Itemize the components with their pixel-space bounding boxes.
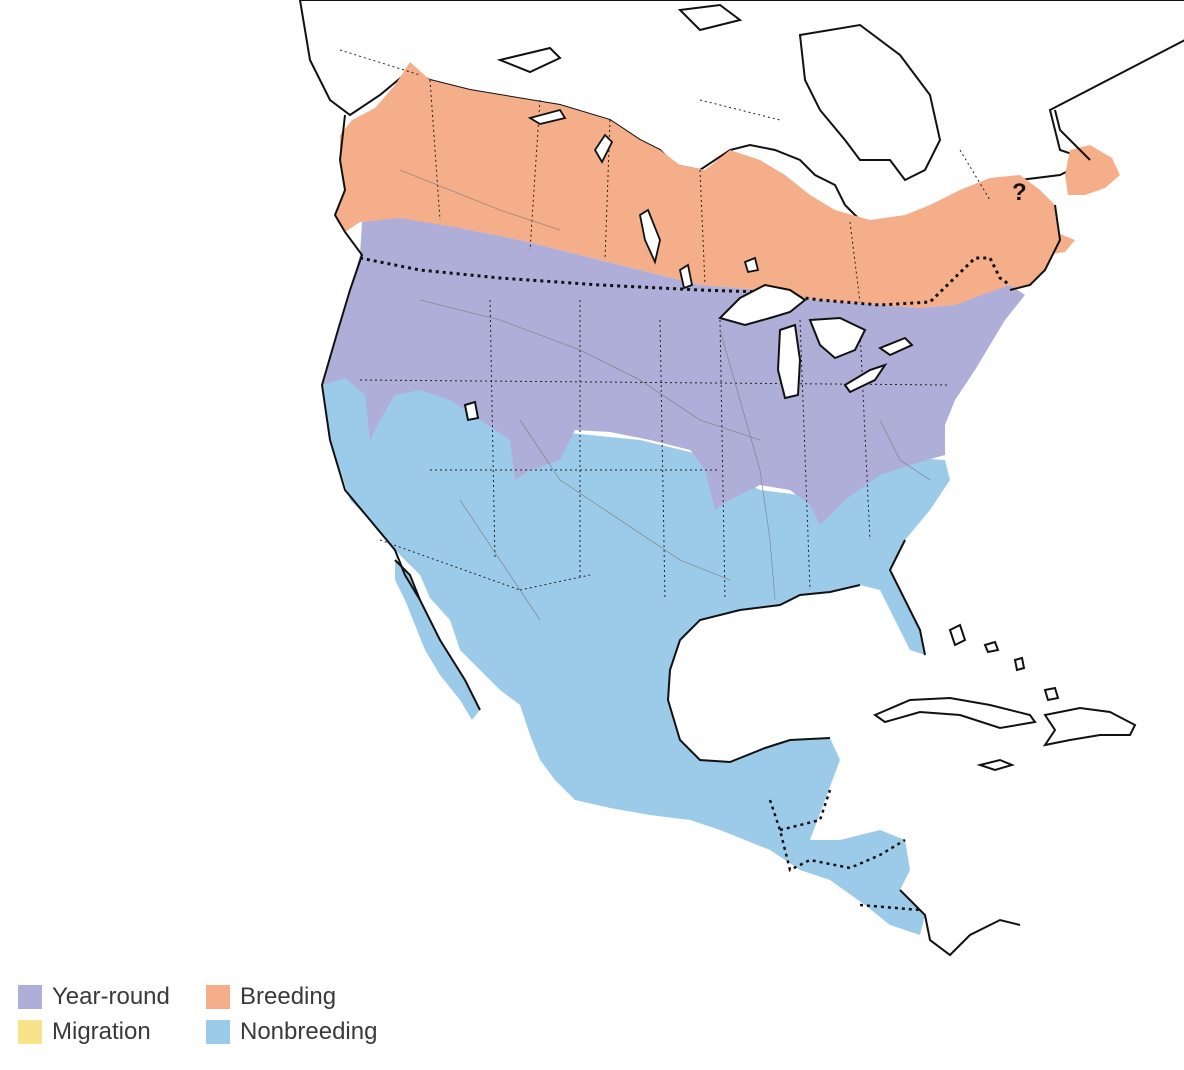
range-map: ? bbox=[298, 0, 1184, 957]
nonbreeding-range bbox=[322, 372, 950, 935]
cuba bbox=[872, 696, 1037, 730]
nova-scotia-breeding bbox=[1030, 232, 1075, 255]
year-round-range bbox=[322, 218, 1025, 525]
breeding-swatch bbox=[206, 985, 230, 1009]
legend-label: Migration bbox=[52, 1018, 151, 1045]
year-round-swatch bbox=[18, 985, 42, 1009]
hispaniola bbox=[1042, 706, 1137, 747]
lake-ontario bbox=[877, 336, 914, 357]
newfoundland-breeding bbox=[1065, 145, 1120, 195]
legend-label: Nonbreeding bbox=[240, 1018, 378, 1045]
lake-superior bbox=[718, 283, 807, 327]
legend-item-year-round: Year-round bbox=[18, 982, 170, 1012]
jamaica bbox=[976, 758, 1015, 772]
central-america-borders bbox=[768, 789, 921, 912]
lake-huron bbox=[808, 316, 867, 360]
legend-label: Year-round bbox=[52, 983, 170, 1010]
lake-michigan bbox=[776, 323, 802, 400]
nonbreeding-swatch bbox=[206, 1020, 230, 1044]
great-lakes bbox=[463, 283, 914, 422]
lake-erie bbox=[843, 363, 888, 394]
legend-item-nonbreeding: Nonbreeding bbox=[206, 1017, 377, 1047]
map-legend: Year-round Breeding Migration Nonbreedin… bbox=[18, 982, 438, 1062]
coastlines bbox=[320, 109, 1091, 957]
uncertain-range-marker: ? bbox=[1012, 179, 1027, 206]
legend-item-migration: Migration bbox=[18, 1017, 151, 1047]
legend-label: Breeding bbox=[240, 983, 337, 1010]
canada-us-border bbox=[359, 256, 1011, 307]
rivers bbox=[399, 169, 931, 621]
caribbean-islands bbox=[872, 623, 1137, 772]
breeding-range bbox=[335, 62, 1060, 308]
northern-lakes bbox=[527, 108, 760, 290]
migration-swatch bbox=[18, 1020, 42, 1044]
baja-california bbox=[395, 560, 480, 720]
boundary-lines bbox=[339, 49, 991, 601]
legend-item-breeding: Breeding bbox=[206, 982, 336, 1012]
